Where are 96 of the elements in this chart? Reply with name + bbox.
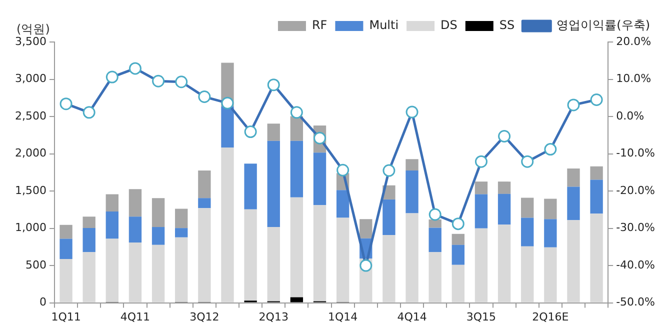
legend-label: Multi (369, 18, 399, 32)
x-tick-label: 1Q14 (328, 310, 358, 324)
bar (474, 228, 488, 302)
bar (198, 208, 211, 302)
y2-tick-label: -20.0% (616, 184, 656, 197)
bar (406, 213, 418, 302)
bar (428, 228, 442, 252)
bar (498, 182, 511, 194)
bar (567, 168, 580, 187)
y-tick-label: 3,000 (14, 72, 46, 86)
bar (221, 147, 234, 302)
x-tick-label: 4Q11 (120, 310, 150, 324)
bar (267, 124, 280, 141)
bar (544, 247, 557, 302)
bar (82, 228, 96, 252)
bar (406, 170, 418, 214)
x-tick-label: 3Q12 (190, 310, 220, 324)
bar (590, 180, 603, 214)
y-tick-label: 0 (39, 296, 46, 309)
bar (221, 106, 234, 148)
bar (267, 227, 280, 302)
bar (198, 198, 211, 208)
legend-label: SS (499, 18, 515, 32)
bar (336, 190, 350, 218)
bar (474, 182, 488, 194)
x-tick-label: 2Q13 (258, 310, 288, 324)
bar (128, 189, 142, 217)
bar (152, 244, 165, 302)
x-tick-label: 2Q16E (532, 310, 569, 324)
bar (428, 252, 442, 302)
bar (544, 219, 557, 248)
bar (175, 208, 188, 228)
bar (152, 227, 165, 245)
bar (590, 166, 603, 180)
bar (428, 219, 442, 228)
bar (360, 219, 372, 238)
y-tick-label: 2,000 (14, 146, 46, 160)
bar (106, 238, 118, 302)
bar (452, 264, 464, 302)
bar (244, 209, 257, 301)
y2-tick-label: 20.0% (616, 34, 652, 48)
legend-label: 영업이익률(우축) (556, 18, 650, 32)
bar (198, 170, 211, 198)
bar (175, 237, 188, 302)
y-tick-label: 1,000 (14, 221, 46, 234)
y2-tick-label: -40.0% (616, 258, 656, 272)
y-tick-label: 500 (25, 258, 46, 272)
y2-tick-label: -50.0% (616, 296, 656, 309)
bar (128, 216, 142, 243)
bar (567, 186, 580, 220)
bar (313, 205, 326, 302)
bar (474, 194, 488, 228)
x-tick-label: 4Q14 (397, 310, 427, 324)
bar (175, 228, 188, 238)
bar (106, 194, 118, 212)
bar (382, 234, 396, 302)
x-tick-label: 3Q15 (466, 310, 496, 324)
legend-label: RF (312, 18, 328, 32)
bar (290, 297, 304, 302)
bar (82, 252, 96, 302)
bar (290, 197, 304, 298)
x-tick-label: 1Q11 (51, 310, 81, 324)
bar (60, 238, 72, 260)
y-axis-title: (억원) (16, 22, 50, 36)
y2-tick-label: -10.0% (616, 146, 656, 160)
bar (290, 116, 304, 141)
y2-tick-label: -30.0% (616, 221, 656, 234)
bar (267, 140, 280, 228)
bar (406, 159, 418, 171)
bar (452, 234, 464, 245)
bar (152, 198, 165, 228)
bar (244, 164, 257, 210)
legend-label: DS (440, 18, 458, 32)
y-tick-label: 3,500 (14, 34, 46, 48)
bar (60, 224, 72, 239)
y-tick-label: 1,500 (14, 184, 46, 197)
bar (498, 194, 511, 225)
bar (106, 212, 118, 239)
y2-tick-label: 0.0% (616, 109, 644, 122)
bar (521, 198, 534, 218)
y2-tick-label: 10.0% (616, 72, 652, 86)
bar (590, 214, 603, 302)
bar (521, 246, 534, 302)
bar (60, 259, 72, 302)
bar (128, 242, 142, 302)
bar (567, 220, 580, 302)
bar (382, 199, 396, 235)
bar (521, 218, 534, 246)
bar (452, 244, 464, 265)
y-tick-label: 2,500 (14, 109, 46, 122)
bar (313, 152, 326, 206)
bar (336, 218, 350, 302)
bar (82, 216, 96, 228)
bar (290, 140, 304, 198)
bar (544, 198, 557, 220)
bar (498, 224, 511, 302)
